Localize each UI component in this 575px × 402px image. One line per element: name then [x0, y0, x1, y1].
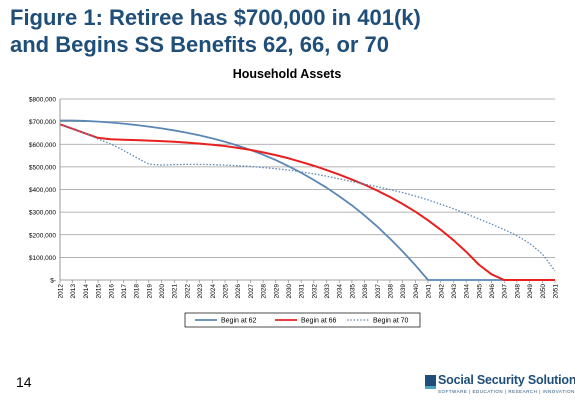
- company-logo: Social Security Solutions SOFTWARE | EDU…: [425, 373, 575, 400]
- legend-label: Begin at 70: [373, 318, 409, 325]
- logo-tagline: SOFTWARE | EDUCATION | RESEARCH | INNOVA…: [438, 389, 575, 394]
- x-tick-label: 2017: [121, 284, 128, 299]
- x-tick-label: 2048: [514, 284, 521, 299]
- y-tick-label: $700,000: [29, 119, 56, 126]
- x-tick-label: 2025: [223, 284, 230, 299]
- x-tick-label: 2021: [172, 284, 179, 299]
- x-tick-label: 2051: [553, 284, 560, 299]
- gridlines: [59, 98, 555, 281]
- x-tick-label: 2028: [261, 284, 268, 299]
- x-tick-label: 2033: [324, 284, 331, 299]
- x-tick-label: 2039: [400, 284, 407, 299]
- legend-label: Begin at 62: [221, 318, 257, 325]
- chart-title: Household Assets: [233, 67, 342, 81]
- x-tick-label: 2016: [108, 284, 115, 299]
- x-tick-label: 2018: [134, 284, 141, 299]
- x-tick-label: 2047: [502, 284, 509, 299]
- chart-legend: Begin at 62 Begin at 66 Begin at 70: [184, 312, 421, 328]
- x-tick-label: 2037: [375, 284, 382, 299]
- y-tick-label: $500,000: [29, 164, 56, 171]
- series-line-begin-at-66: [59, 123, 555, 281]
- x-tick-label: 2035: [349, 284, 356, 299]
- y-axis-ticks: $- $100,000 $200,000 $300,000 $400,000 $500,0…: [29, 97, 56, 285]
- x-tick-label: 2013: [70, 284, 77, 299]
- x-tick-label: 2015: [96, 284, 103, 299]
- x-tick-label: 2045: [476, 284, 483, 299]
- x-tick-label: 2036: [362, 284, 369, 299]
- household-assets-chart: Household Assets $- $100,000 $200,000 $300,…: [29, 67, 560, 328]
- x-axis-ticks: 2012 2013 2014 2015 2016 2017 2018 2019 2020 2021…: [58, 280, 560, 298]
- x-tick-label: 2022: [184, 284, 191, 299]
- x-tick-label: 2031: [299, 284, 306, 299]
- x-tick-label: 2038: [388, 284, 395, 299]
- series-line-begin-at-62: [60, 119, 555, 281]
- x-tick-label: 2032: [311, 284, 318, 299]
- x-tick-label: 2020: [159, 284, 166, 299]
- logo-mark-icon: [425, 375, 436, 389]
- slide-title-line-1: Figure 1: Retiree has $700,000 in 401(k): [10, 5, 421, 30]
- x-tick-label: 2034: [337, 284, 344, 299]
- x-tick-label: 2046: [489, 284, 496, 299]
- y-tick-label: $200,000: [29, 232, 56, 239]
- y-tick-label: $-: [50, 278, 56, 285]
- y-tick-label: $600,000: [29, 142, 56, 149]
- x-tick-label: 2050: [540, 284, 547, 299]
- x-tick-label: 2030: [286, 284, 293, 299]
- y-tick-label: $800,000: [29, 97, 56, 104]
- x-tick-label: 2043: [451, 284, 458, 299]
- series-lines: [59, 119, 556, 281]
- x-tick-label: 2027: [248, 284, 255, 299]
- legend-label: Begin at 66: [301, 318, 337, 325]
- x-tick-label: 2040: [413, 284, 420, 299]
- x-tick-label: 2042: [438, 284, 445, 299]
- slide-title-line-2: and Begins SS Benefits 62, 66, or 70: [10, 32, 390, 57]
- x-tick-label: 2019: [146, 284, 153, 299]
- x-tick-label: 2026: [235, 284, 242, 299]
- logo-name: Social Security Solutions: [438, 373, 575, 387]
- y-tick-label: $400,000: [29, 187, 56, 194]
- y-tick-label: $300,000: [29, 210, 56, 217]
- x-tick-label: 2012: [58, 284, 65, 299]
- x-tick-label: 2049: [527, 284, 534, 299]
- page-number: 14: [16, 374, 32, 390]
- x-tick-label: 2041: [426, 284, 433, 299]
- x-tick-label: 2024: [210, 284, 217, 299]
- slide-title: Figure 1: Retiree has $700,000 in 401(k)…: [10, 4, 570, 58]
- x-tick-label: 2044: [464, 284, 471, 299]
- series-line-begin-at-70: [59, 123, 556, 272]
- y-tick-label: $100,000: [29, 255, 56, 262]
- legend-box: [184, 312, 421, 328]
- x-tick-label: 2029: [273, 284, 280, 299]
- x-tick-label: 2023: [197, 284, 204, 299]
- x-tick-label: 2014: [83, 284, 90, 299]
